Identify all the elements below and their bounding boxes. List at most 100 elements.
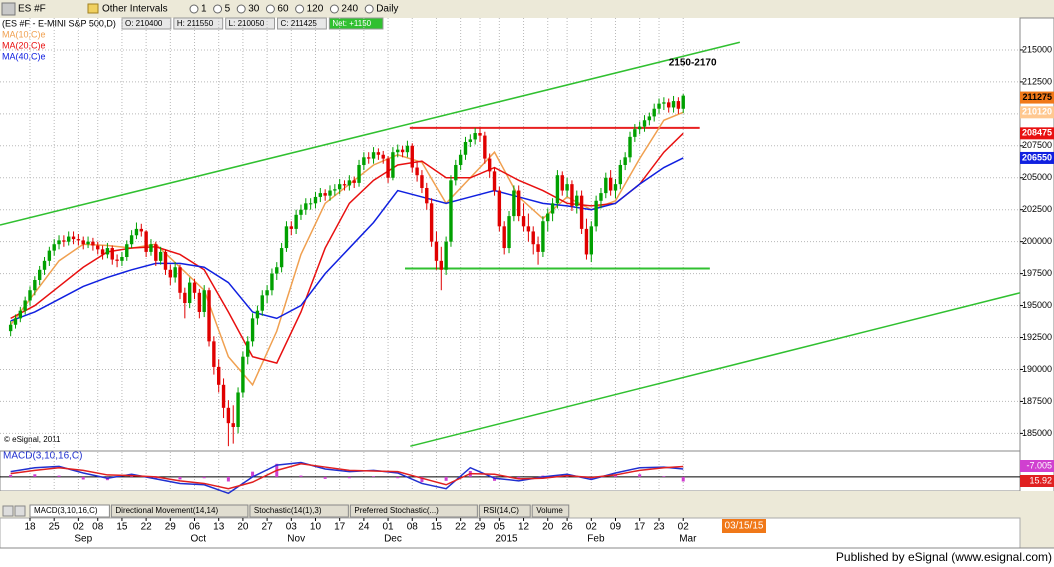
interval-radio[interactable] — [329, 4, 339, 14]
x-tick-label: 08 — [407, 522, 419, 533]
indicator-tab[interactable] — [349, 504, 478, 518]
indicator-tab-label[interactable]: MACD(3,10,16,C) — [34, 506, 98, 515]
indicator-tab-label[interactable]: RSI(14,C) — [483, 506, 519, 515]
price-box — [1020, 91, 1054, 104]
candle-body — [231, 423, 235, 427]
last-value-box — [1020, 106, 1054, 119]
macd-histogram-bar — [323, 476, 327, 479]
x-tick-label: 01 — [383, 522, 395, 533]
scroll-right[interactable] — [14, 505, 26, 517]
x-tick-label: 17 — [634, 522, 646, 533]
candle-body — [304, 203, 308, 210]
candle-body — [71, 236, 76, 240]
candle-body — [86, 241, 90, 245]
indicator-tab-label[interactable]: Preferred Stochastic(...) — [354, 506, 439, 515]
candle-body — [667, 102, 671, 108]
candle-body — [333, 189, 337, 191]
interval-radio[interactable] — [189, 4, 199, 14]
interval[interactable]: 240 — [341, 4, 358, 15]
indicator-tab[interactable] — [249, 504, 349, 518]
indicator-tab-label[interactable]: Directional Movement(14,14) — [115, 506, 218, 515]
interval-radio[interactable] — [236, 4, 246, 14]
candle-body — [473, 133, 477, 140]
macd-histogram-bar — [638, 474, 642, 477]
candle-body — [662, 102, 666, 104]
candle-body — [308, 203, 313, 205]
interval-radio[interactable] — [364, 4, 374, 14]
candle-body — [623, 157, 627, 165]
symbol[interactable]: ES #F — [18, 4, 46, 15]
x-tick-label: 29 — [165, 522, 177, 533]
interval[interactable]: Daily — [376, 4, 398, 15]
last-value-label: 208475 — [1022, 128, 1052, 138]
candle-body — [652, 108, 656, 117]
macd-histogram-bar — [372, 476, 376, 477]
indicator-tab[interactable] — [110, 504, 249, 518]
candle-body — [342, 184, 347, 186]
intervals-label[interactable]: Other Intervals — [102, 4, 168, 15]
x-tick-label: 23 — [653, 522, 665, 533]
candle-body — [633, 129, 637, 137]
interval-radio[interactable] — [265, 4, 275, 14]
indicator-tab-label[interactable]: Volume — [536, 506, 563, 515]
candle-body — [347, 180, 352, 186]
indicator-tab[interactable] — [29, 504, 110, 518]
candle-body — [420, 175, 424, 188]
folder-icon[interactable] — [87, 3, 99, 14]
x-tick-label: 26 — [562, 522, 574, 533]
chart-title: (ES #F - E-MINI S&P 500,D) — [2, 18, 116, 28]
candle-body — [134, 228, 139, 236]
candle-body — [536, 244, 540, 252]
macd-title: MACD(3,10,16,C) — [3, 451, 82, 462]
candle-body — [497, 190, 502, 227]
macd-value-label: 15.92 — [1029, 475, 1052, 485]
candle-body — [521, 216, 526, 227]
macd-value-label: -7.005 — [1026, 460, 1052, 470]
scroll-left[interactable] — [2, 505, 14, 517]
candle-body — [226, 407, 231, 424]
indicator-tab[interactable] — [531, 504, 570, 518]
month-label: Nov — [287, 534, 305, 545]
macd-histogram-bar — [396, 476, 400, 479]
candle-body — [149, 244, 153, 252]
macd-histogram-bar — [9, 474, 13, 477]
interval-radio[interactable] — [213, 4, 223, 14]
x-tick-label: 06 — [189, 522, 201, 533]
x-tick-label: 27 — [262, 522, 274, 533]
copyright: © eSignal, 2011 — [4, 435, 61, 444]
candle-body — [531, 231, 535, 245]
candle-body — [154, 244, 158, 261]
candle-body — [647, 116, 652, 121]
candle-body — [676, 101, 681, 109]
y-tick-label: 187500 — [1022, 396, 1052, 406]
candle-body — [681, 95, 685, 109]
candle-body — [671, 101, 676, 108]
annotation: 2150-2170 — [669, 57, 717, 68]
x-tick-label: 12 — [518, 522, 530, 533]
candle-body — [197, 292, 202, 312]
y-tick-label: 205000 — [1022, 172, 1052, 182]
candle-body — [246, 341, 250, 357]
candle-body — [47, 250, 52, 261]
interval[interactable]: 30 — [248, 4, 260, 15]
moving-average — [10, 157, 684, 322]
macd-histogram-bar — [251, 471, 255, 477]
last-value-box — [1020, 127, 1054, 140]
indicator-tab[interactable] — [478, 504, 531, 518]
interval-radio[interactable] — [295, 4, 305, 14]
legend-entry: MA(10,C)e — [2, 29, 46, 39]
interval[interactable]: 60 — [277, 4, 289, 15]
x-tick-label: 24 — [358, 522, 370, 533]
indicator-tab-label[interactable]: Stochastic(14(1),3) — [254, 506, 322, 515]
interval[interactable]: 120 — [307, 4, 324, 15]
symbol-icon[interactable] — [1, 2, 16, 16]
interval[interactable]: 1 — [201, 4, 207, 15]
y-tick-label: 195000 — [1022, 300, 1052, 310]
x-tick-label: 22 — [455, 522, 467, 533]
info-box — [225, 17, 276, 30]
interval[interactable]: 5 — [225, 4, 231, 15]
x-tick-label: 05 — [494, 522, 506, 533]
candle-body — [449, 180, 453, 242]
x-tick-label: 29 — [474, 522, 486, 533]
